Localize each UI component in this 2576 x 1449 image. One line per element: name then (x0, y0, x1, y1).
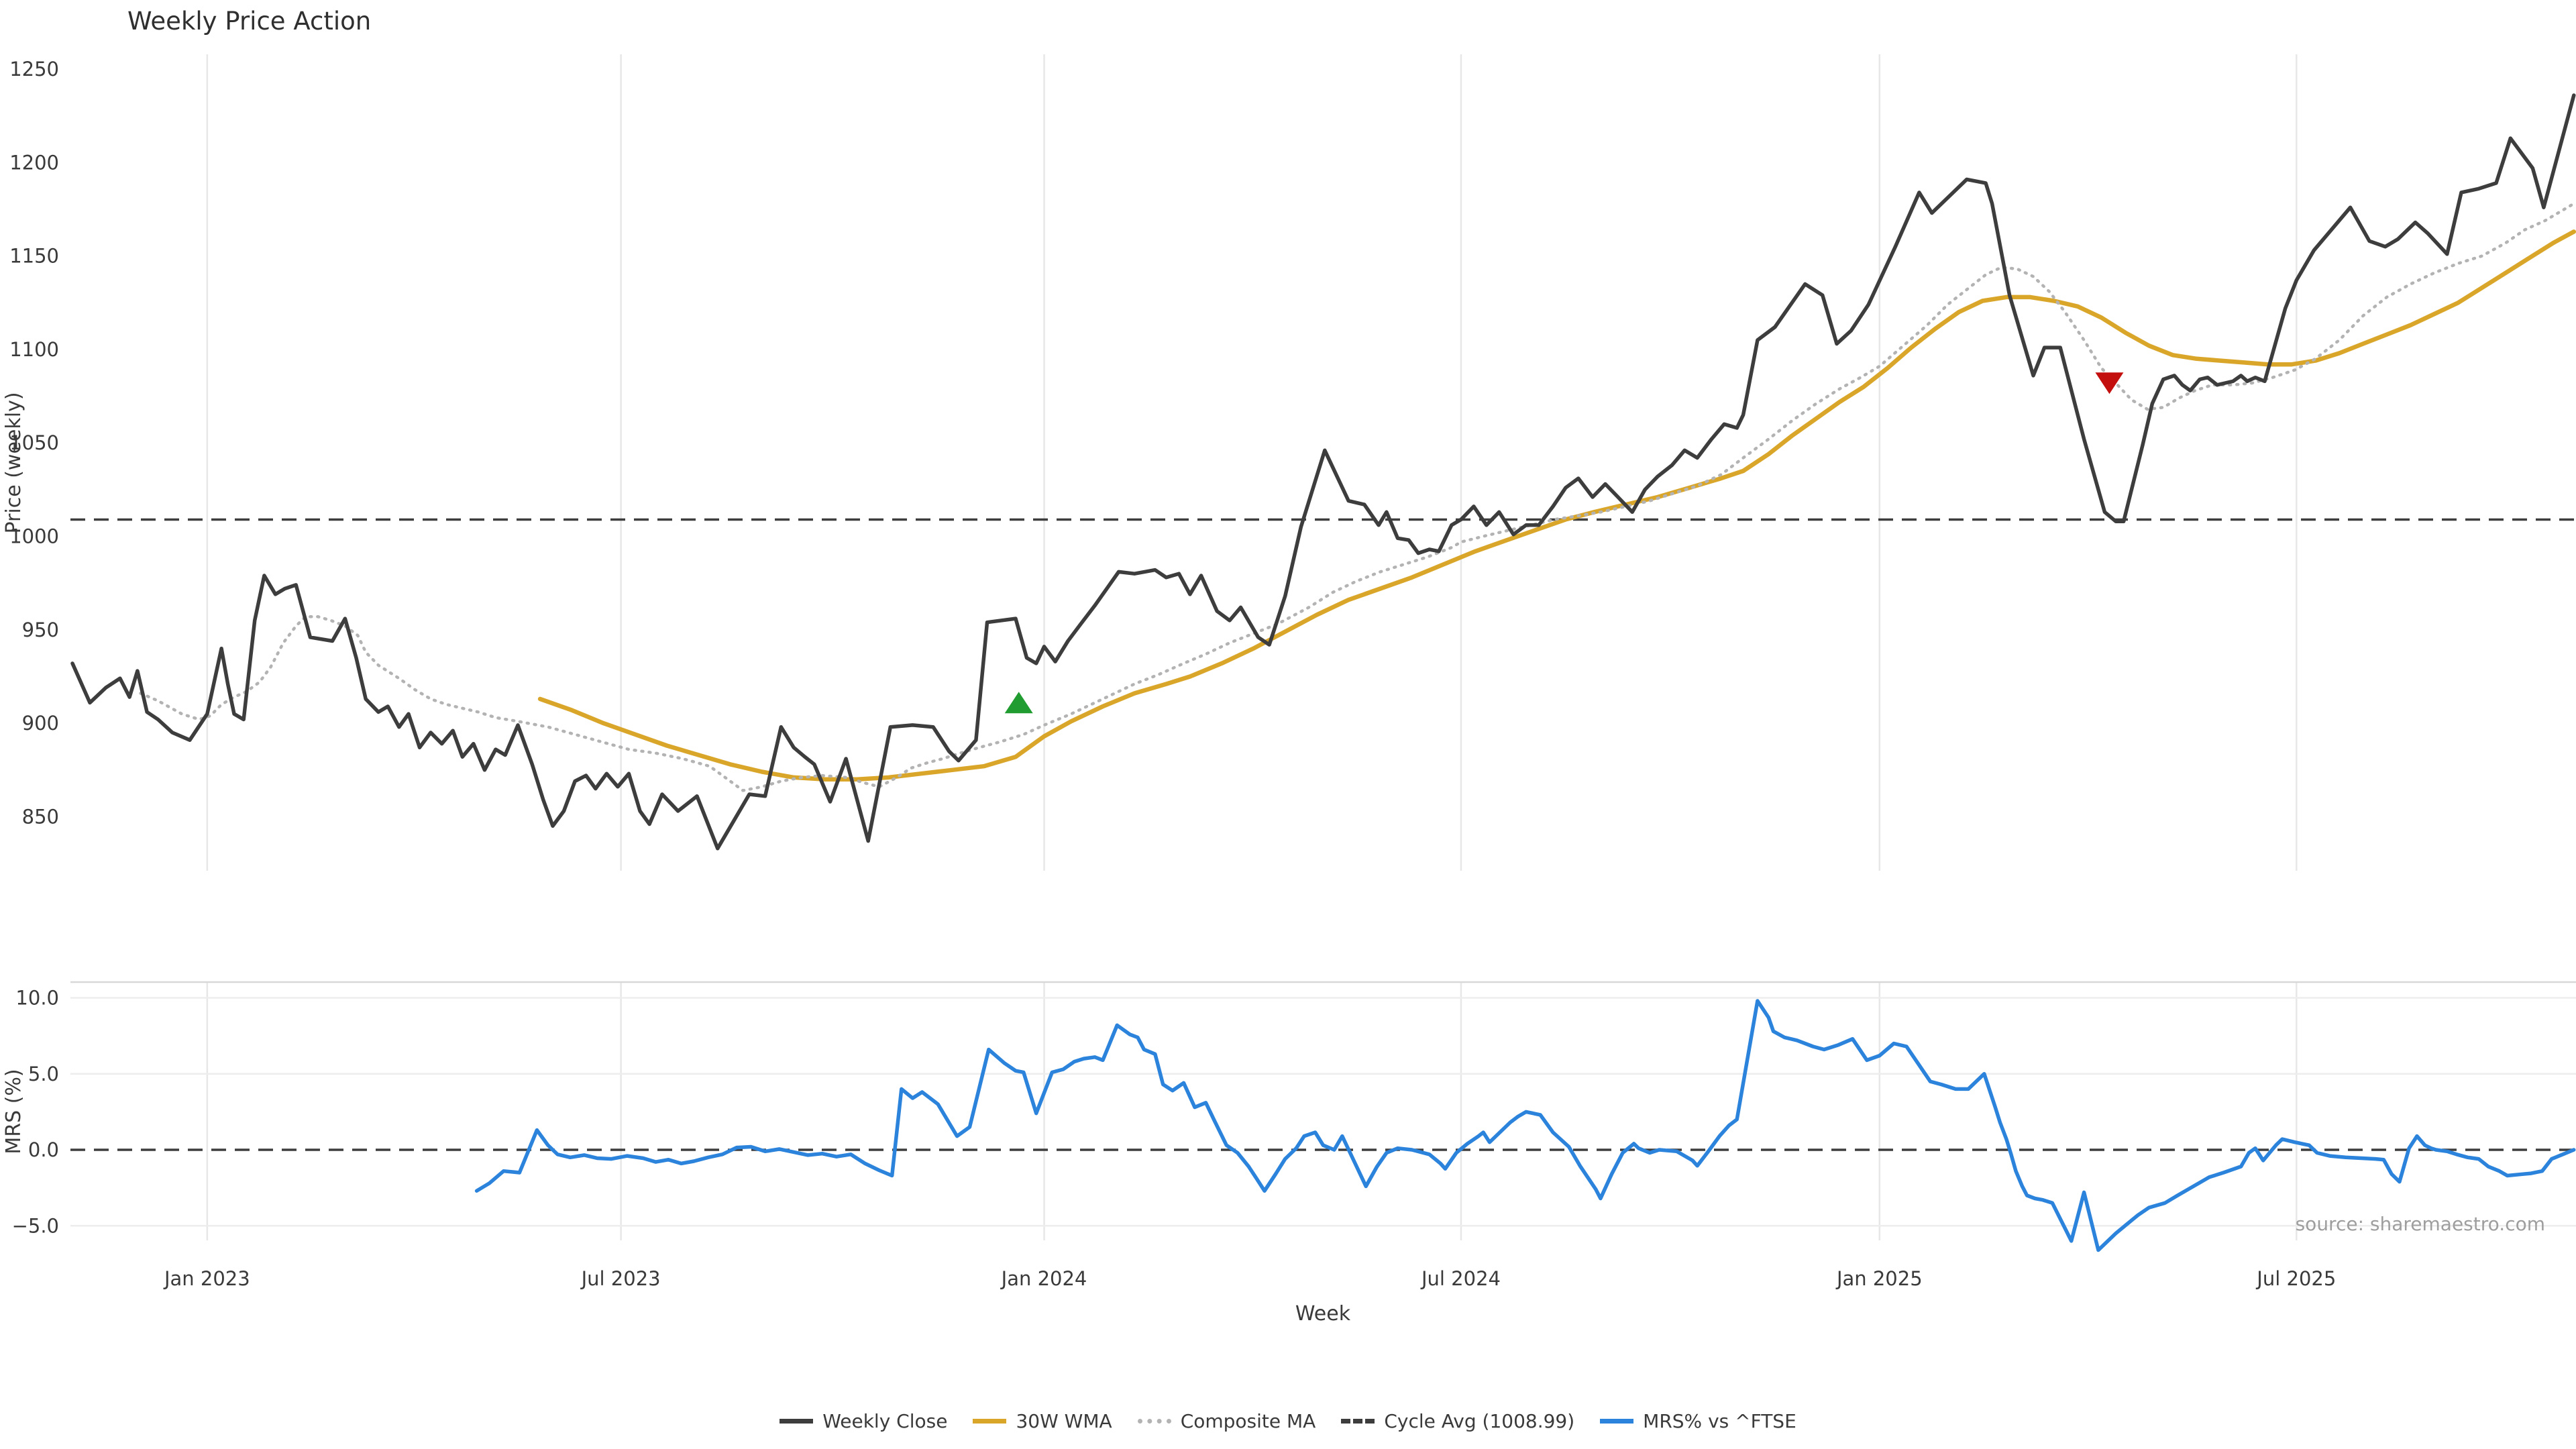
gridlines (70, 54, 2576, 1240)
cycle-avg-line-swatch (1341, 1419, 1375, 1424)
legend-label: 30W WMA (1016, 1410, 1112, 1432)
svg-text:Jan 2025: Jan 2025 (1835, 1267, 1923, 1290)
legend-item-composite-ma: Composite MA (1137, 1410, 1316, 1432)
svg-text:1000: 1000 (9, 525, 59, 548)
svg-text:5.0: 5.0 (28, 1063, 59, 1085)
chart-title: Weekly Price Action (127, 7, 371, 36)
price-axis-label: Price (weekly) (2, 392, 25, 533)
legend-item-weekly-close: Weekly Close (780, 1410, 947, 1432)
svg-text:0.0: 0.0 (28, 1138, 59, 1161)
svg-text:950: 950 (22, 619, 59, 641)
svg-text:−5.0: −5.0 (12, 1214, 59, 1237)
svg-text:850: 850 (22, 805, 59, 828)
weekly-close-line-swatch (780, 1419, 814, 1424)
legend-item-cycle-avg: Cycle Avg (1008.99) (1341, 1410, 1574, 1432)
svg-text:1150: 1150 (9, 245, 59, 268)
week-axis-label: Week (1295, 1302, 1351, 1326)
price-series (70, 93, 2576, 851)
legend-item-mrs: MRS% vs ^FTSE (1600, 1410, 1796, 1432)
svg-text:Jul 2024: Jul 2024 (1420, 1267, 1501, 1290)
svg-text:Jan 2024: Jan 2024 (1000, 1267, 1087, 1290)
svg-text:900: 900 (22, 712, 59, 735)
legend: Weekly Close 30W WMA Composite MA Cycle … (0, 1410, 2576, 1432)
svg-text:Jan 2023: Jan 2023 (163, 1267, 250, 1290)
mrs-line-swatch (1600, 1419, 1634, 1424)
svg-text:Jul 2025: Jul 2025 (2255, 1267, 2336, 1290)
legend-label: Composite MA (1180, 1410, 1316, 1432)
signal-markers (1004, 372, 2124, 714)
svg-text:Jul 2023: Jul 2023 (580, 1267, 661, 1290)
tick-labels: Jan 2023 Jul 2023 Jan 2024 Jul 2024 Jan 2025… (9, 58, 2336, 1290)
legend-label: MRS% vs ^FTSE (1643, 1410, 1796, 1432)
legend-label: Cycle Avg (1008.99) (1384, 1410, 1575, 1432)
wma-line-swatch (973, 1419, 1007, 1424)
svg-text:1250: 1250 (9, 58, 59, 80)
source-credit: source: sharemaestro.com (2296, 1213, 2545, 1235)
svg-text:1100: 1100 (9, 338, 59, 361)
reference-lines (70, 518, 2576, 1151)
legend-label: Weekly Close (822, 1410, 948, 1432)
svg-text:1200: 1200 (9, 151, 59, 174)
composite-ma-line-swatch (1137, 1419, 1171, 1424)
mrs-series (474, 999, 2576, 1252)
svg-text:10.0: 10.0 (15, 987, 59, 1010)
svg-text:1050: 1050 (9, 431, 59, 454)
legend-item-30w-wma: 30W WMA (973, 1410, 1112, 1432)
mrs-axis-label: MRS (%) (2, 1069, 25, 1154)
